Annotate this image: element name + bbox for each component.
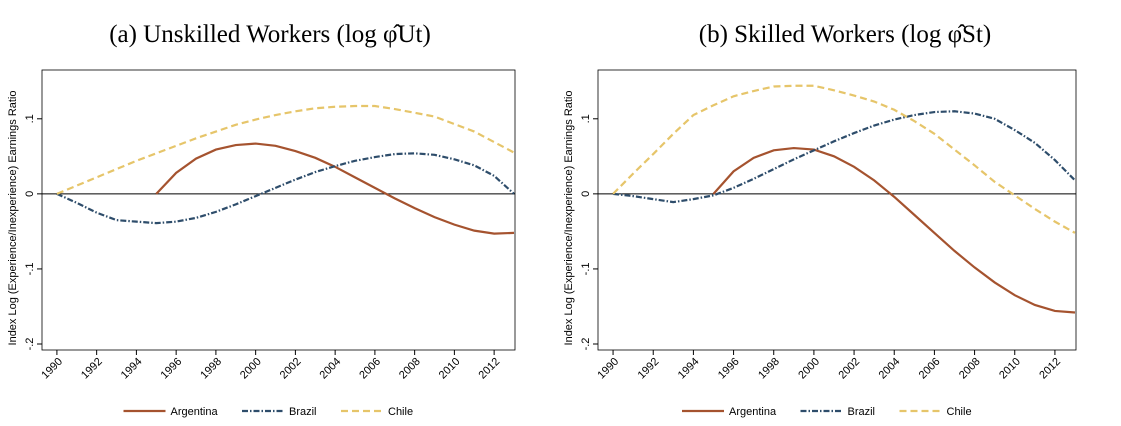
chart-title: (a) Unskilled Workers (log φ̂Ut) [109,21,431,48]
y-tick-label: .1 [580,114,592,123]
y-tick-label: .1 [24,114,36,123]
y-tick-label: -.2 [24,338,36,351]
x-tick-label: 1990 [595,356,621,382]
x-tick-label: 2000 [796,356,822,382]
x-tick-label: 2008 [957,356,983,382]
x-tick-label: 1998 [756,356,782,382]
y-tick-label: 0 [24,191,36,197]
series-line [56,104,515,195]
series-line [712,146,1076,314]
x-tick-label: 2002 [278,356,304,382]
x-tick-label: 2010 [997,356,1023,382]
y-tick-label: -.1 [580,263,592,276]
panel: (b) Skilled Workers (log φ̂St) Index Log … [563,21,1077,418]
legend-label: Chile [947,406,972,418]
x-tick-label: 1992 [636,356,662,382]
x-tick-label: 1994 [119,356,145,382]
series-line [56,152,515,225]
y-tick-label: -.1 [24,263,36,276]
x-tick-label: 1992 [79,356,105,382]
series-line [155,142,515,235]
x-tick-label: 2000 [238,356,264,382]
x-tick-label: 1998 [198,356,224,382]
x-tick-label: 1990 [39,356,65,382]
x-tick-label: 2006 [357,356,383,382]
x-tick-label: 2008 [397,356,423,382]
x-tick-label: 2012 [477,356,503,382]
y-axis-label: Index Log (Experience/Inexperience) Earn… [563,91,575,346]
legend-label: Argentina [171,406,219,418]
panel: (a) Unskilled Workers (log φ̂Ut) Index Lo… [7,21,516,418]
legend-label: Argentina [729,406,777,418]
series-line [612,84,1076,234]
x-tick-label: 2010 [437,356,463,382]
x-tick-label: 1994 [676,356,702,382]
y-axis-label: Index Log (Experience/Inexperience) Earn… [7,91,19,346]
x-tick-label: 1996 [159,356,185,382]
x-tick-label: 2004 [318,356,344,382]
legend-label: Brazil [848,406,876,418]
legend-label: Brazil [289,406,317,418]
y-tick-label: 0 [580,191,592,197]
x-tick-label: 2002 [836,356,862,382]
plot-area [597,69,1077,351]
plot-area [41,69,516,351]
chart-title: (b) Skilled Workers (log φ̂St) [699,21,991,48]
y-tick-label: -.2 [580,338,592,351]
x-tick-label: 2004 [877,356,903,382]
x-tick-label: 2012 [1037,356,1063,382]
x-tick-label: 2006 [917,356,943,382]
x-tick-label: 1996 [716,356,742,382]
legend-label: Chile [388,406,413,418]
series-line [612,110,1076,204]
